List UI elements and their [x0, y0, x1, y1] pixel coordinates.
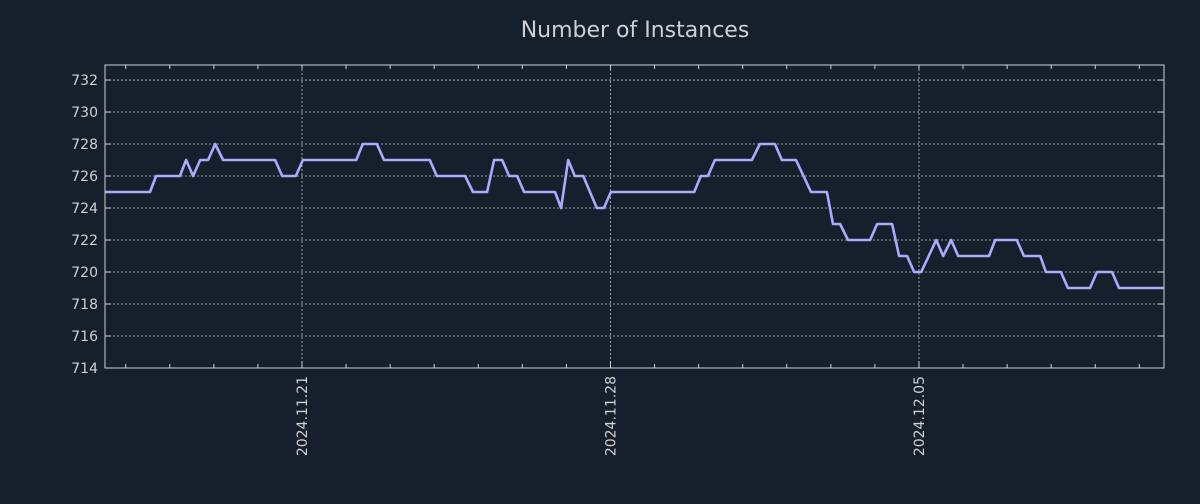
- y-tick-label: 730: [71, 105, 98, 121]
- plot-frame: [104, 64, 1165, 369]
- y-tick-label: 724: [71, 201, 98, 217]
- y-tick-label: 714: [71, 361, 98, 377]
- y-tick-label: 722: [71, 233, 98, 249]
- series: [105, 142, 1164, 290]
- chart-title: Number of Instances: [521, 18, 750, 43]
- series-line: [105, 142, 1164, 290]
- x-tick-label: 2024.11.21: [295, 376, 311, 456]
- x-tick-label: 2024.12.05: [912, 376, 928, 456]
- y-tick-label: 728: [71, 137, 98, 153]
- x-tick-label: 2024.11.28: [603, 376, 619, 456]
- axis-ticks: 714 716 718 720 722 724 726 728 730 732 2024.11.21…: [71, 65, 1164, 456]
- y-tick-label: 716: [71, 329, 98, 345]
- grid: [105, 65, 1164, 369]
- y-tick-label: 720: [71, 265, 98, 281]
- y-tick-label: 732: [71, 73, 98, 89]
- y-tick-label: 718: [71, 297, 98, 313]
- y-tick-label: 726: [71, 169, 98, 185]
